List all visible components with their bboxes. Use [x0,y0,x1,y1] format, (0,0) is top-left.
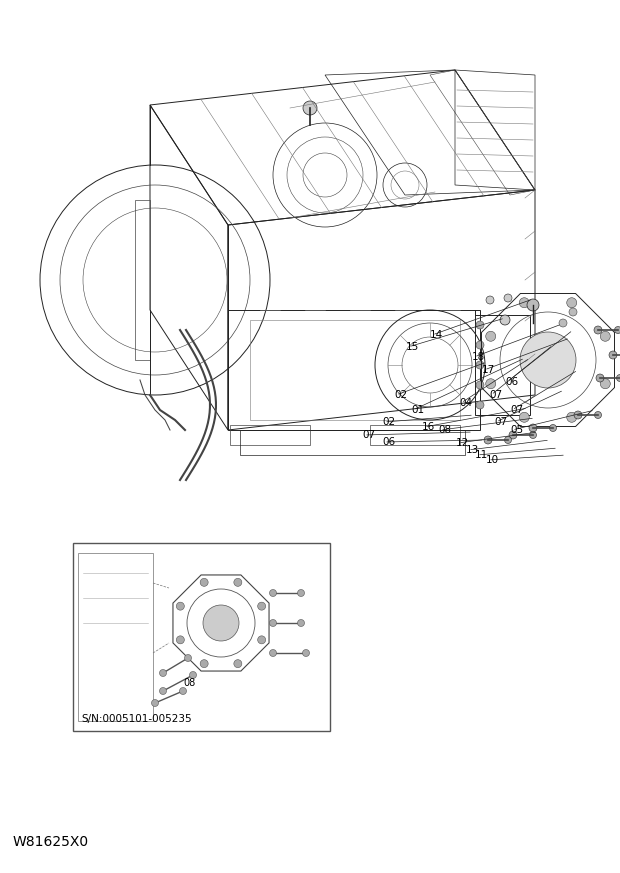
Text: 14: 14 [430,330,443,340]
Circle shape [180,688,187,695]
Circle shape [190,671,197,678]
Circle shape [476,321,484,329]
Circle shape [258,636,265,644]
Text: 10: 10 [486,455,499,465]
Text: 06: 06 [505,377,518,387]
Circle shape [185,655,192,662]
Circle shape [616,375,620,382]
Circle shape [476,361,484,369]
Text: 12: 12 [456,438,469,448]
Circle shape [520,298,529,307]
Circle shape [159,670,167,677]
Circle shape [595,411,601,418]
Text: 06: 06 [382,437,395,447]
Text: 07: 07 [489,390,502,400]
Circle shape [485,379,496,388]
Circle shape [520,332,576,388]
Circle shape [303,101,317,115]
Text: 17: 17 [482,365,495,375]
Text: W81625X0: W81625X0 [12,835,89,849]
Text: 02: 02 [394,390,407,400]
Circle shape [600,379,610,388]
Bar [73,543,330,731]
Circle shape [476,401,484,409]
Circle shape [151,699,159,706]
Text: S/N:0005101-005235: S/N:0005101-005235 [81,714,192,724]
Circle shape [298,589,304,596]
Circle shape [485,331,496,341]
Circle shape [200,578,208,587]
Text: 13: 13 [466,445,479,455]
Circle shape [486,296,494,304]
Circle shape [509,431,517,439]
Circle shape [504,294,512,302]
Circle shape [596,374,604,382]
Text: 07: 07 [510,405,523,415]
Circle shape [234,578,242,587]
Circle shape [559,319,567,327]
Circle shape [200,660,208,668]
Text: 08: 08 [438,425,451,435]
Text: 02: 02 [382,417,395,427]
Text: 18: 18 [472,352,485,362]
Circle shape [298,620,304,627]
Circle shape [270,589,277,596]
Text: 05: 05 [510,425,523,435]
Text: 08: 08 [183,678,195,688]
Circle shape [569,308,577,316]
Circle shape [567,412,577,423]
Circle shape [600,331,610,341]
Circle shape [614,327,620,333]
Circle shape [527,299,539,311]
Text: 15: 15 [406,342,419,352]
Circle shape [500,315,510,325]
Circle shape [270,650,277,656]
Circle shape [529,431,536,438]
Circle shape [176,602,184,610]
Text: 11: 11 [475,450,489,460]
Circle shape [234,660,242,668]
Circle shape [484,436,492,444]
Circle shape [520,412,529,423]
Circle shape [549,424,557,431]
Circle shape [567,298,577,307]
Text: 01: 01 [411,405,424,415]
Circle shape [476,341,484,349]
Circle shape [159,688,167,695]
Text: 04: 04 [459,398,472,408]
Circle shape [609,351,617,359]
Text: 07: 07 [362,430,375,440]
Circle shape [176,636,184,644]
Circle shape [529,424,537,432]
Text: 16: 16 [422,422,435,432]
Circle shape [203,605,239,641]
Circle shape [574,411,582,419]
Circle shape [258,602,265,610]
Circle shape [594,326,602,334]
Text: 07: 07 [494,417,507,427]
Circle shape [505,436,511,443]
Circle shape [476,381,484,389]
Circle shape [303,650,309,656]
Circle shape [270,620,277,627]
